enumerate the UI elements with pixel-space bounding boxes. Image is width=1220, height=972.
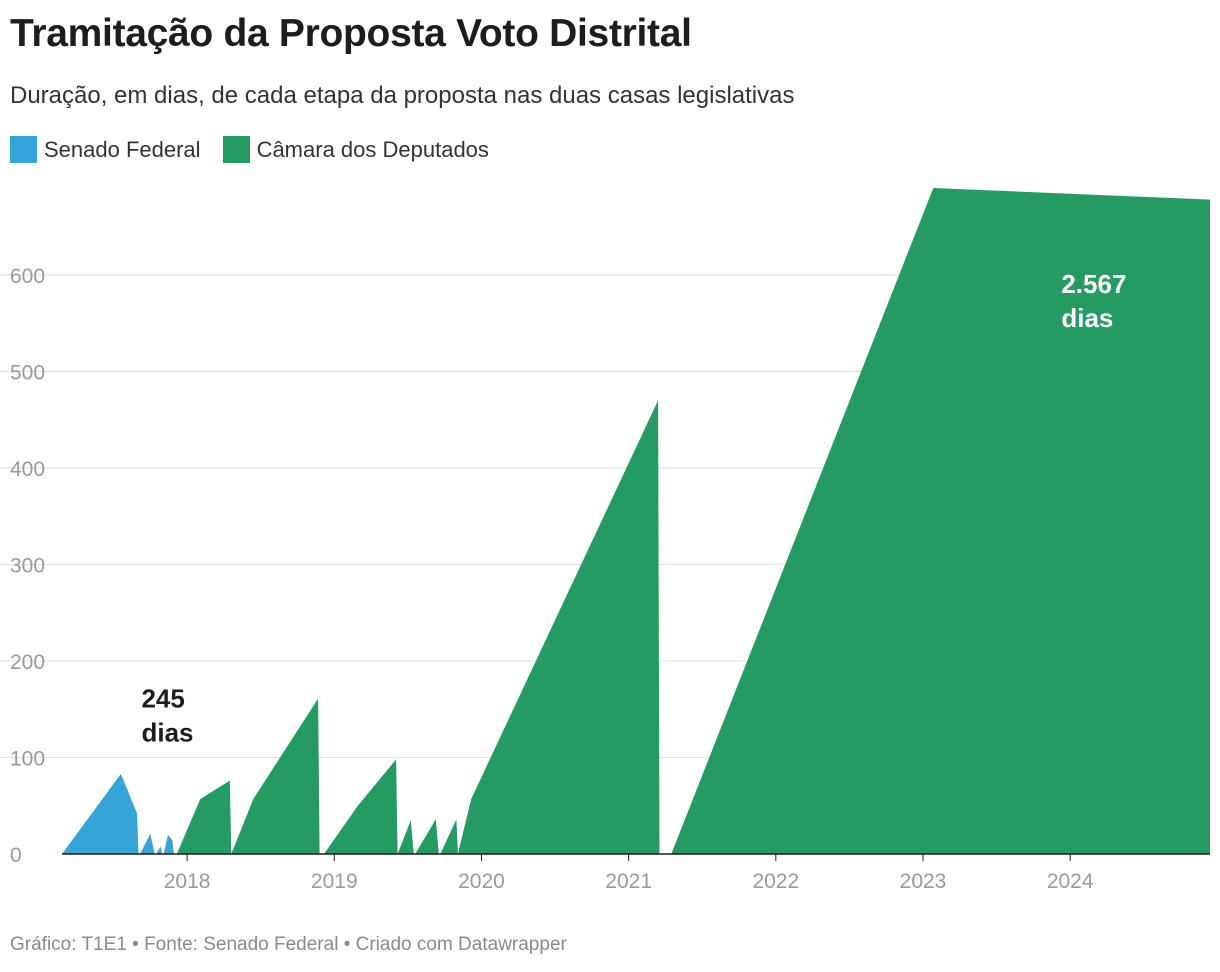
legend-label-senado: Senado Federal	[44, 136, 201, 162]
senado-area-4	[163, 834, 174, 854]
camara-area-8	[671, 188, 1210, 854]
chart-areas	[62, 188, 1210, 854]
annotation-label-2: 2.567 dias	[1061, 269, 1126, 333]
camara-area-6	[440, 819, 458, 854]
y-tick-label: 500	[10, 361, 45, 384]
camara-area-5	[415, 819, 439, 854]
x-tick-label: 2023	[900, 870, 947, 893]
footer-credits: Gráfico: T1E1 • Fonte: Senado Federal • …	[10, 934, 567, 955]
x-tick-label: 2021	[605, 870, 652, 893]
y-tick-label: 100	[10, 747, 45, 770]
senado-area-1	[62, 773, 139, 854]
x-tick-label: 2022	[752, 870, 799, 893]
x-tick-label: 2020	[458, 870, 505, 893]
legend-swatch-senado	[10, 136, 37, 163]
camara-area-7	[457, 400, 660, 854]
y-tick-label: 0	[10, 844, 22, 867]
x-tick-label: 2024	[1047, 870, 1094, 893]
camara-area-4	[397, 820, 414, 854]
y-tick-label: 300	[10, 554, 45, 577]
x-tick-label: 2018	[164, 870, 211, 893]
legend-label-camara: Câmara dos Deputados	[256, 136, 489, 162]
senado-area-3	[156, 846, 163, 854]
camara-area-3	[324, 759, 398, 854]
y-tick-label: 200	[10, 651, 45, 674]
camara-area-1	[176, 780, 232, 854]
x-tick-label: 2019	[311, 870, 358, 893]
legend-swatch-camara	[222, 136, 250, 163]
legend-item-camara: Câmara dos Deputados	[222, 136, 489, 163]
axes: 0 100 200 300 400 500 600 2018 2019 2020 2021 2022 2…	[10, 265, 1210, 893]
camara-area-2	[231, 698, 320, 854]
annotations: 245 dias 2.567 dias	[141, 269, 1126, 747]
y-tick-label: 600	[10, 265, 45, 288]
annotation-label-1: 245 dias	[141, 683, 193, 747]
y-tick-label: 400	[10, 458, 45, 481]
senado-area-2	[140, 833, 155, 854]
chart-subtitle: Duração, em dias, de cada etapa da propo…	[10, 82, 795, 109]
chart-title: Tramitação da Proposta Voto Distrital	[10, 12, 692, 55]
legend: Senado Federal Câmara dos Deputados	[10, 136, 511, 163]
legend-item-senado: Senado Federal	[10, 136, 201, 163]
